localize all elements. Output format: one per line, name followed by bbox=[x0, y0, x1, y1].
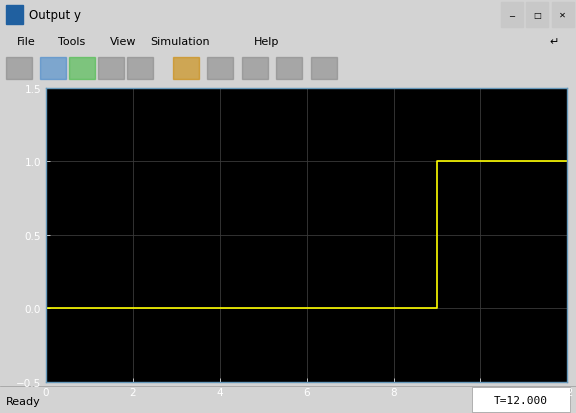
Bar bbox=[69, 58, 95, 80]
Text: File: File bbox=[17, 37, 36, 47]
Bar bbox=[552, 3, 574, 28]
Bar bbox=[173, 58, 199, 80]
Text: ↵: ↵ bbox=[550, 37, 559, 47]
Text: View: View bbox=[109, 37, 136, 47]
Bar bbox=[311, 58, 337, 80]
Bar bbox=[276, 58, 302, 80]
Bar bbox=[40, 58, 66, 80]
Text: T=12.000: T=12.000 bbox=[494, 394, 548, 405]
Bar bbox=[127, 58, 153, 80]
Text: Tools: Tools bbox=[58, 37, 85, 47]
Text: Output y: Output y bbox=[29, 9, 81, 22]
Bar bbox=[242, 58, 268, 80]
Bar bbox=[98, 58, 124, 80]
Text: Help: Help bbox=[253, 37, 279, 47]
Text: ─: ─ bbox=[510, 11, 514, 20]
Bar bbox=[526, 3, 548, 28]
Text: □: □ bbox=[533, 11, 541, 20]
Bar bbox=[6, 6, 23, 25]
Text: Simulation: Simulation bbox=[150, 37, 210, 47]
Bar bbox=[501, 3, 523, 28]
Text: Ready: Ready bbox=[6, 396, 40, 406]
Bar bbox=[472, 387, 570, 412]
Text: ✕: ✕ bbox=[559, 11, 566, 20]
Bar bbox=[6, 58, 32, 80]
Bar bbox=[207, 58, 233, 80]
